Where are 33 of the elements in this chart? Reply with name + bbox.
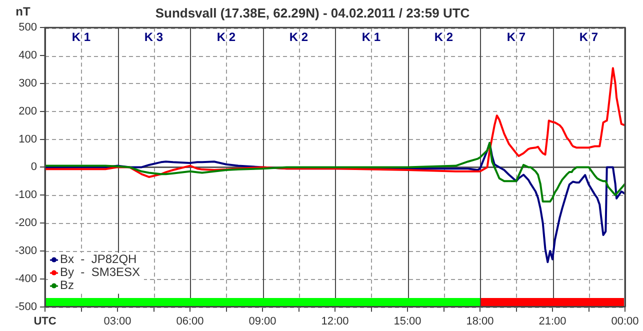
y-tick-label: -400: [14, 272, 37, 285]
legend-label: Bx - JP82QH: [60, 252, 137, 266]
annotation: K 3: [144, 30, 164, 44]
x-tick-label: 12:00: [321, 315, 349, 328]
y-tick-label: 400: [18, 50, 37, 62]
annotation: K 7: [506, 30, 526, 44]
chart-title: Sundsvall (17.38E, 62.29N) - 04.02.2011 / 23:59 UTC: [155, 5, 470, 20]
y-tick-label: 300: [18, 77, 37, 90]
y-tick-label: -100: [14, 189, 37, 202]
y-axis-title: nT: [16, 4, 31, 18]
legend-label: By - SM3ESX: [60, 265, 140, 280]
x-tick-label: 21:00: [538, 315, 566, 328]
y-tick-label: -500: [14, 300, 37, 313]
annotation: K 2: [434, 30, 454, 44]
x-tick-label: 03:00: [104, 315, 132, 328]
annotation: K 1: [362, 30, 381, 44]
x-tick-label: UTC: [34, 315, 56, 328]
legend-label: Bz: [60, 278, 74, 292]
annotation: K 2: [289, 30, 308, 44]
y-tick-label: -300: [14, 244, 37, 257]
y-tick-label: 500: [18, 22, 37, 34]
y-tick-label: -200: [14, 217, 37, 230]
x-tick-label: 09:00: [248, 315, 276, 328]
x-tick-label: 18:00: [466, 315, 494, 328]
annotation: K 7: [579, 30, 598, 44]
y-tick-label: 0: [30, 161, 37, 174]
annotation: K 1: [72, 30, 91, 44]
y-tick-label: 200: [18, 105, 37, 118]
x-tick-label: 06:00: [176, 315, 204, 328]
y-tick-label: 100: [18, 133, 37, 146]
annotation: K 2: [216, 30, 236, 44]
x-tick-label: 15:00: [394, 315, 422, 328]
x-tick-label: 00:00: [611, 315, 639, 328]
